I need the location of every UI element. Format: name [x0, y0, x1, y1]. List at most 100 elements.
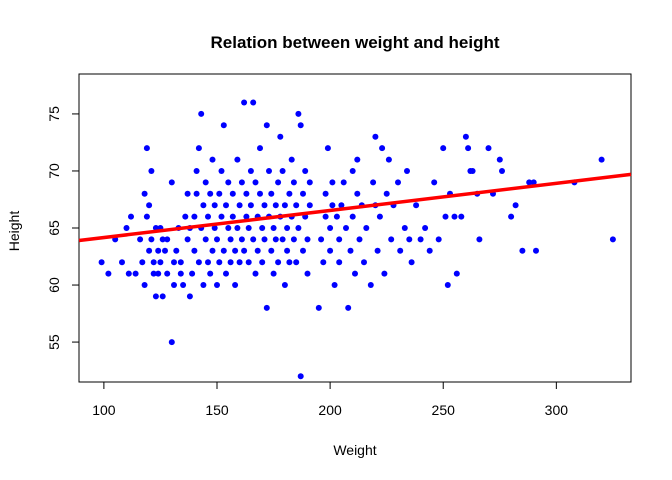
- data-point: [374, 247, 381, 254]
- data-point: [431, 179, 438, 186]
- data-point: [444, 282, 451, 288]
- data-point: [609, 236, 616, 243]
- data-point: [462, 133, 469, 140]
- x-axis-label: Weight: [333, 442, 376, 458]
- data-point: [329, 179, 336, 186]
- data-point: [413, 202, 420, 209]
- data-point: [338, 202, 345, 209]
- data-point: [469, 168, 476, 174]
- data-point: [417, 236, 424, 243]
- data-point: [367, 282, 374, 288]
- data-point: [453, 270, 460, 277]
- data-point: [143, 213, 150, 220]
- data-point: [345, 304, 352, 311]
- data-point: [202, 236, 209, 243]
- x-tick-label: 100: [92, 402, 116, 418]
- data-point: [214, 236, 220, 243]
- data-point: [141, 190, 148, 197]
- data-point: [263, 304, 270, 311]
- data-point: [198, 110, 205, 117]
- data-point: [243, 190, 250, 197]
- data-point: [277, 133, 284, 140]
- data-point: [318, 236, 325, 243]
- data-point: [184, 190, 191, 197]
- data-point: [331, 282, 338, 288]
- data-point: [191, 213, 198, 220]
- data-point: [223, 270, 229, 277]
- data-point: [252, 179, 259, 186]
- data-point: [286, 190, 293, 197]
- data-point: [259, 259, 266, 266]
- data-point: [295, 225, 302, 231]
- data-point: [293, 202, 300, 209]
- data-point: [247, 202, 254, 209]
- data-point: [512, 202, 519, 209]
- data-point: [146, 202, 153, 209]
- data-point: [186, 293, 193, 300]
- x-tick-label: 300: [545, 402, 569, 418]
- data-point: [218, 168, 225, 174]
- data-point: [270, 225, 277, 231]
- data-point: [381, 270, 388, 277]
- x-axis: 100 150 200 250 300: [92, 381, 569, 418]
- data-point: [132, 270, 139, 277]
- data-point: [254, 247, 261, 254]
- data-point: [530, 179, 537, 186]
- data-point: [376, 213, 383, 220]
- y-tick-label: 60: [46, 277, 62, 293]
- data-point: [250, 99, 257, 106]
- data-point: [191, 247, 198, 254]
- data-point: [324, 145, 331, 152]
- data-point: [193, 168, 200, 174]
- x-tick-label: 250: [432, 402, 456, 418]
- data-point: [128, 213, 134, 220]
- data-point: [336, 236, 343, 243]
- data-point: [157, 259, 164, 266]
- data-point: [177, 259, 184, 266]
- data-point: [526, 179, 533, 186]
- data-point: [288, 156, 295, 163]
- data-point: [397, 247, 404, 254]
- data-point: [171, 282, 177, 288]
- data-point: [214, 282, 220, 288]
- data-point: [281, 202, 288, 209]
- data-point: [347, 247, 354, 254]
- data-point: [252, 270, 259, 277]
- data-point: [272, 202, 279, 209]
- data-point: [261, 202, 268, 209]
- data-point: [363, 225, 370, 231]
- data-point: [349, 213, 356, 220]
- data-point: [207, 190, 214, 197]
- data-point: [361, 259, 367, 266]
- data-point: [143, 145, 150, 152]
- data-point: [340, 179, 347, 186]
- data-point: [266, 168, 272, 174]
- data-point: [148, 168, 155, 174]
- data-point: [440, 145, 447, 152]
- data-point: [200, 282, 207, 288]
- data-point: [119, 259, 125, 266]
- data-point: [458, 213, 465, 220]
- data-point: [123, 225, 130, 231]
- data-point: [356, 236, 363, 243]
- data-point: [227, 259, 234, 266]
- data-point: [146, 247, 153, 254]
- data-point: [272, 236, 279, 243]
- data-point: [211, 202, 218, 209]
- data-point: [286, 259, 293, 266]
- data-point: [327, 247, 334, 254]
- data-point: [229, 190, 236, 197]
- data-point: [322, 190, 329, 197]
- data-point: [290, 236, 297, 243]
- data-point: [152, 293, 159, 300]
- data-point: [379, 145, 386, 152]
- data-point: [159, 236, 166, 243]
- data-point: [496, 156, 503, 163]
- y-axis: 55 60 65 70 75: [46, 106, 80, 350]
- data-point: [304, 236, 311, 243]
- data-point: [182, 213, 189, 220]
- data-point: [209, 247, 216, 254]
- data-point: [306, 202, 313, 209]
- data-point: [173, 247, 180, 254]
